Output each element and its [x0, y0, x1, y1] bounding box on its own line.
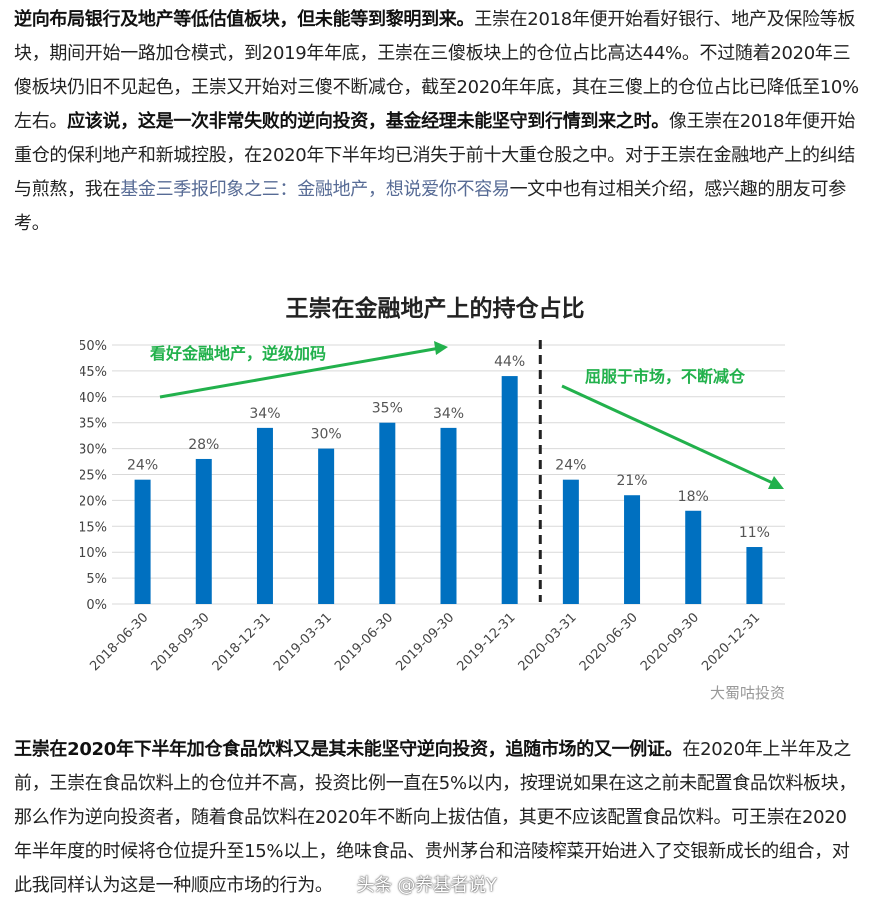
y-tick-label: 40% [80, 391, 107, 406]
data-label: 18% [678, 489, 709, 505]
trend-arrow-up [159, 341, 448, 399]
data-label: 11% [739, 525, 770, 541]
y-tick-label: 5% [86, 572, 107, 587]
x-tick-label: 2018-06-30 [87, 610, 151, 674]
text-segment: 王崇在2020年下半年加仓食品饮料又是其未能坚守逆向投资，追随市场的又一例证。 [14, 739, 683, 760]
paragraph-2: 王崇在2020年下半年加仓食品饮料又是其未能坚守逆向投资，追随市场的又一例证。在… [14, 733, 862, 903]
data-label: 24% [127, 458, 158, 474]
y-tick-label: 10% [80, 546, 107, 561]
x-tick-label: 2020-09-30 [638, 610, 702, 674]
text-segment: 王崇在2018年便开始看好银行、地产及保险等板块，期间开始一路加仓模式，到201… [14, 9, 859, 132]
x-tick-label: 2019-03-31 [271, 610, 335, 674]
y-tick-label: 30% [80, 443, 107, 458]
bar-chart: 王崇在金融地产上的持仓占比 0% 5% 10% 15% 20% 25% 30% 35% 40% 4… [80, 295, 785, 702]
x-tick-label: 2018-09-30 [149, 610, 213, 674]
data-label: 34% [433, 406, 464, 422]
data-label: 35% [372, 401, 403, 417]
y-tick-label: 15% [80, 520, 107, 535]
x-tick-label: 2018-12-31 [210, 610, 274, 674]
x-tick-label: 2019-09-30 [393, 610, 457, 674]
paragraph-1: 逆向布局银行及地产等低估值板块，但未能等到黎明到来。王崇在2018年便开始看好银… [14, 3, 862, 241]
bar [746, 547, 763, 604]
data-label: 30% [311, 427, 342, 443]
data-label: 28% [188, 437, 219, 453]
y-tick-label: 50% [80, 339, 107, 354]
trend-arrow-down [561, 384, 784, 489]
article-link[interactable]: 基金三季报印象之三：金融地产，想说爱你不容易 [120, 179, 510, 200]
x-tick-label: 2019-12-31 [454, 610, 518, 674]
x-tick-label: 2020-03-31 [516, 610, 580, 674]
bar [501, 376, 518, 604]
y-tick-label: 20% [80, 494, 107, 509]
text-segment: 一文中也有过相关介绍，感兴趣的朋友可参考。 [14, 179, 846, 234]
y-tick-label: 35% [80, 417, 107, 432]
bar [624, 495, 641, 604]
bar [562, 479, 579, 604]
bar [318, 448, 335, 604]
bar [256, 427, 273, 604]
bar [379, 422, 396, 604]
watermark-text: 头条 @养基者说Y [356, 875, 497, 896]
text-segment: 应该说，这是一次非常失败的逆向投资，基金经理未能坚守到行情到来之时。 [67, 111, 669, 132]
data-label: 24% [555, 458, 586, 474]
chart-title: 王崇在金融地产上的持仓占比 [286, 295, 585, 322]
data-label: 34% [249, 406, 280, 422]
text-segment: 像王崇在2018年便开始重仓的保利地产和新城控股，在2020年下半年均已消失于前… [14, 111, 856, 200]
bar [195, 458, 212, 604]
bar [440, 427, 457, 604]
y-tick-label: 25% [80, 469, 107, 484]
x-tick-label: 2020-06-30 [577, 610, 641, 674]
annotation-down: 屈服于市场，不断减仓 [585, 367, 746, 386]
y-tick-label: 0% [86, 598, 107, 613]
bar [685, 510, 702, 604]
bar [134, 479, 151, 604]
chart-watermark: 大蜀咕投资 [710, 684, 785, 702]
y-tick-label: 45% [80, 365, 107, 380]
x-tick-label: 2020-12-31 [699, 610, 763, 674]
annotation-up: 看好金融地产，逆级加码 [149, 344, 326, 363]
data-label: 44% [494, 354, 525, 370]
data-label: 21% [616, 473, 647, 489]
x-tick-label: 2019-06-30 [332, 610, 396, 674]
text-segment: 逆向布局银行及地产等低估值板块，但未能等到黎明到来。 [14, 9, 475, 30]
text-segment: 在2020年上半年及之前，王崇在食品饮料上的仓位并不高，投资比例一直在5%以内，… [14, 739, 857, 896]
